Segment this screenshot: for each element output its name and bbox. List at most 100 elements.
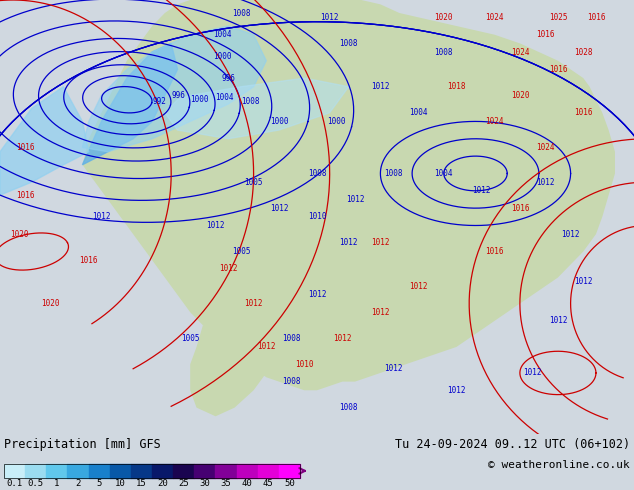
Text: 10: 10	[115, 479, 126, 488]
Polygon shape	[165, 78, 349, 139]
Text: 1008: 1008	[339, 403, 358, 412]
Bar	[173, 464, 194, 478]
Text: 1012: 1012	[371, 82, 390, 91]
Text: 1004: 1004	[212, 30, 231, 39]
Text: 1012: 1012	[371, 238, 390, 247]
Text: 1000: 1000	[212, 52, 231, 61]
Text: Precipitation [mm] GFS: Precipitation [mm] GFS	[4, 438, 161, 451]
Bar	[110, 464, 131, 478]
Text: 1000: 1000	[269, 117, 288, 126]
Text: 15: 15	[136, 479, 147, 488]
Bar	[194, 464, 216, 478]
Text: 1028: 1028	[574, 48, 593, 56]
Text: 1012: 1012	[333, 334, 352, 343]
Text: 1012: 1012	[409, 282, 428, 291]
Text: 1008: 1008	[384, 169, 403, 178]
Text: 1016: 1016	[16, 143, 35, 152]
Text: 1012: 1012	[244, 299, 263, 308]
Text: 1016: 1016	[79, 256, 98, 265]
Text: 1012: 1012	[371, 308, 390, 317]
Text: 1012: 1012	[206, 221, 225, 230]
Bar	[152, 464, 173, 478]
Text: 50: 50	[284, 479, 295, 488]
Text: 1012: 1012	[548, 317, 567, 325]
Text: 1025: 1025	[548, 13, 567, 22]
Text: 1004: 1004	[216, 93, 234, 102]
Polygon shape	[0, 87, 89, 195]
Text: 0.5: 0.5	[28, 479, 44, 488]
Text: 1012: 1012	[384, 364, 403, 373]
Polygon shape	[82, 44, 178, 165]
Text: 2: 2	[75, 479, 81, 488]
Text: © weatheronline.co.uk: © weatheronline.co.uk	[488, 460, 630, 470]
Text: 1008: 1008	[282, 377, 301, 386]
Text: 996: 996	[171, 91, 185, 100]
Text: 1008: 1008	[231, 8, 250, 18]
Text: 992: 992	[152, 98, 166, 106]
Text: 1012: 1012	[574, 277, 593, 286]
Text: 1020: 1020	[510, 91, 529, 100]
Text: 1020: 1020	[41, 299, 60, 308]
Polygon shape	[82, 0, 615, 390]
Bar	[46, 464, 67, 478]
Text: 1012: 1012	[92, 212, 111, 221]
Bar	[131, 464, 152, 478]
Text: 1008: 1008	[434, 48, 453, 56]
Text: 1016: 1016	[574, 108, 593, 117]
Text: 1024: 1024	[536, 143, 555, 152]
Text: Tu 24-09-2024 09..12 UTC (06+102): Tu 24-09-2024 09..12 UTC (06+102)	[395, 438, 630, 451]
Text: 1020: 1020	[10, 230, 29, 239]
Text: 1012: 1012	[257, 343, 276, 351]
Text: 1010: 1010	[307, 212, 327, 221]
Text: 20: 20	[157, 479, 168, 488]
Text: 1008: 1008	[241, 98, 259, 106]
Bar	[4, 464, 25, 478]
Text: 1000: 1000	[190, 95, 209, 104]
Text: 5: 5	[96, 479, 102, 488]
Text: 1024: 1024	[510, 48, 529, 56]
Text: 1016: 1016	[16, 191, 35, 199]
Polygon shape	[190, 325, 266, 416]
Text: 35: 35	[221, 479, 231, 488]
Text: 1016: 1016	[536, 30, 555, 39]
Text: 1016: 1016	[485, 247, 504, 256]
Text: 1012: 1012	[536, 178, 555, 187]
Text: 1012: 1012	[561, 230, 580, 239]
Bar	[4, 464, 300, 478]
Text: 1008: 1008	[339, 39, 358, 48]
Text: 1005: 1005	[244, 178, 263, 187]
Text: 1005: 1005	[231, 247, 250, 256]
Bar	[236, 464, 257, 478]
Text: 996: 996	[221, 74, 235, 82]
Bar	[257, 464, 279, 478]
Bar	[89, 464, 110, 478]
Polygon shape	[82, 26, 266, 152]
Text: 1008: 1008	[307, 169, 327, 178]
Text: 45: 45	[263, 479, 274, 488]
Text: 1012: 1012	[320, 13, 339, 22]
Text: 1024: 1024	[485, 13, 504, 22]
Text: 1004: 1004	[434, 169, 453, 178]
Text: 1024: 1024	[485, 117, 504, 126]
Text: 1012: 1012	[523, 368, 542, 377]
Text: 1008: 1008	[282, 334, 301, 343]
Text: 30: 30	[200, 479, 210, 488]
Bar	[279, 464, 300, 478]
Text: 1000: 1000	[327, 117, 346, 126]
Text: 1016: 1016	[548, 65, 567, 74]
Text: 1012: 1012	[339, 238, 358, 247]
Bar	[67, 464, 89, 478]
Text: 1010: 1010	[295, 360, 314, 369]
Text: 40: 40	[242, 479, 252, 488]
Text: 1012: 1012	[472, 186, 491, 196]
Text: 1018: 1018	[447, 82, 466, 91]
Text: 25: 25	[178, 479, 189, 488]
Text: 1016: 1016	[586, 13, 605, 22]
Text: 1004: 1004	[409, 108, 428, 117]
Text: 1012: 1012	[219, 265, 238, 273]
Text: 1: 1	[54, 479, 60, 488]
Bar	[216, 464, 236, 478]
Text: 1012: 1012	[307, 291, 327, 299]
Text: 1012: 1012	[269, 204, 288, 213]
Text: 1020: 1020	[434, 13, 453, 22]
